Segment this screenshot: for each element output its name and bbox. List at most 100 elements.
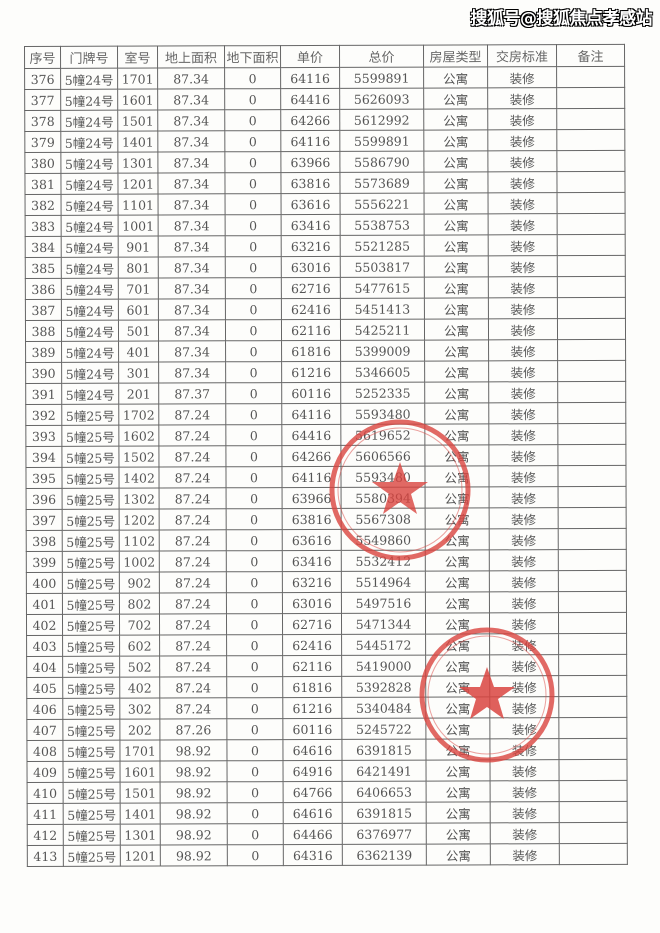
cell-house-type: 公寓 <box>424 402 489 425</box>
cell-seq: 407 <box>26 719 63 741</box>
cell-remarks <box>557 276 626 298</box>
cell-seq: 412 <box>27 824 64 846</box>
cell-seq: 399 <box>26 551 63 573</box>
cell-door-no: 5幢24号 <box>60 173 119 195</box>
cell-room-no: 201 <box>118 383 159 405</box>
table-row: 380 5幢24号 1301 87.34 0 63966 5586790 公寓 装修 <box>24 150 625 174</box>
table-row: 405 5幢25号 402 87.24 0 61816 5392828 公寓 装修 <box>26 675 627 699</box>
cell-above-ground-area: 87.24 <box>159 592 227 615</box>
cell-remarks <box>557 339 626 361</box>
cell-unit-price: 64766 <box>283 781 343 803</box>
cell-remarks <box>557 444 626 466</box>
table-row: 397 5幢25号 1202 87.24 0 63816 5567308 公寓 装修 <box>26 507 627 531</box>
cell-underground-area: 0 <box>226 676 283 698</box>
cell-unit-price: 63016 <box>282 592 342 614</box>
cell-above-ground-area: 98.92 <box>159 760 228 783</box>
cell-seq: 408 <box>26 740 63 762</box>
cell-underground-area: 0 <box>225 403 282 425</box>
cell-above-ground-area: 87.34 <box>158 319 226 342</box>
cell-room-no: 801 <box>118 257 159 279</box>
cell-room-no: 601 <box>118 299 159 321</box>
cell-house-type: 公寓 <box>426 780 491 803</box>
cell-door-no: 5幢24号 <box>61 299 119 321</box>
cell-remarks <box>557 297 626 319</box>
cell-total-price: 5556221 <box>340 193 425 215</box>
cell-total-price: 6376977 <box>342 823 427 845</box>
cell-unit-price: 63216 <box>282 571 342 593</box>
cell-room-no: 1701 <box>119 740 160 762</box>
cell-above-ground-area: 87.24 <box>158 424 226 447</box>
table-row: 413 5幢25号 1201 98.92 0 64316 6362139 公寓 装修 <box>27 843 628 867</box>
cell-house-type: 公寓 <box>426 801 491 824</box>
cell-door-no: 5幢25号 <box>62 488 120 510</box>
cell-delivery-standard: 装修 <box>488 402 558 424</box>
table-row: 383 5幢24号 1001 87.34 0 63416 5538753 公寓 装修 <box>25 213 626 237</box>
cell-house-type: 公寓 <box>425 759 491 782</box>
table-row: 377 5幢24号 1601 87.34 0 64416 5626093 公寓 装修 <box>24 87 625 111</box>
cell-room-no: 401 <box>118 341 159 363</box>
cell-door-no: 5幢25号 <box>62 593 120 615</box>
cell-unit-price: 64116 <box>281 403 341 425</box>
cell-total-price: 5503817 <box>340 256 425 278</box>
cell-door-no: 5幢25号 <box>62 761 121 783</box>
cell-door-no: 5幢24号 <box>61 341 119 363</box>
cell-door-no: 5幢25号 <box>61 467 120 489</box>
cell-above-ground-area: 87.34 <box>157 130 225 153</box>
cell-seq: 413 <box>27 845 64 867</box>
table-row: 376 5幢24号 1701 87.34 0 64116 5599891 公寓 装修 <box>24 66 625 90</box>
cell-house-type: 公寓 <box>424 276 489 299</box>
cell-door-no: 5幢25号 <box>63 824 121 846</box>
cell-unit-price: 62116 <box>282 655 342 677</box>
cell-unit-price: 63616 <box>282 529 342 551</box>
cell-total-price: 5521285 <box>340 235 425 257</box>
cell-room-no: 1402 <box>118 467 160 489</box>
cell-delivery-standard: 装修 <box>487 171 558 193</box>
cell-above-ground-area: 87.24 <box>159 571 227 594</box>
table-row: 378 5幢24号 1501 87.34 0 64266 5612992 公寓 装修 <box>24 108 625 132</box>
cell-total-price: 5514964 <box>341 571 426 593</box>
table-row: 395 5幢25号 1402 87.24 0 64116 5593480 公寓 装修 <box>25 465 627 489</box>
cell-delivery-standard: 装修 <box>488 465 559 487</box>
cell-door-no: 5幢24号 <box>60 110 118 132</box>
cell-above-ground-area: 87.37 <box>158 382 226 405</box>
cell-remarks <box>556 150 625 172</box>
cell-delivery-standard: 装修 <box>489 591 559 613</box>
cell-seq: 385 <box>25 257 62 279</box>
cell-house-type: 公寓 <box>425 486 490 509</box>
cell-total-price: 5399009 <box>340 340 425 362</box>
cell-above-ground-area: 87.24 <box>158 466 227 489</box>
cell-delivery-standard: 装修 <box>488 360 558 382</box>
cell-total-price: 5425211 <box>340 319 425 341</box>
cell-above-ground-area: 98.92 <box>160 844 228 867</box>
cell-total-price: 5599891 <box>339 130 424 152</box>
table-row: 381 5幢24号 1201 87.34 0 63816 5573689 公寓 装修 <box>24 171 626 195</box>
cell-underground-area: 0 <box>225 340 282 362</box>
cell-door-no: 5幢25号 <box>62 614 120 636</box>
cell-house-type: 公寓 <box>424 255 489 278</box>
cell-delivery-standard: 装修 <box>489 528 559 550</box>
cell-room-no: 1202 <box>119 509 160 531</box>
table-row: 398 5幢25号 1102 87.24 0 63616 5549860 公寓 装修 <box>26 528 627 552</box>
cell-door-no: 5幢25号 <box>62 719 120 741</box>
cell-delivery-standard: 装修 <box>489 549 559 571</box>
header-above-ground-area: 地上面积 <box>157 45 225 69</box>
header-total-price: 总价 <box>339 45 424 68</box>
cell-seq: 377 <box>24 89 61 111</box>
cell-remarks <box>558 717 627 739</box>
cell-unit-price: 62416 <box>281 298 341 320</box>
cell-delivery-standard: 装修 <box>487 66 557 88</box>
cell-remarks <box>556 171 626 193</box>
cell-unit-price: 64616 <box>282 739 342 761</box>
header-door-no: 门牌号 <box>60 46 118 69</box>
cell-delivery-standard: 装修 <box>488 318 558 340</box>
cell-above-ground-area: 87.24 <box>159 655 227 678</box>
cell-remarks <box>559 843 628 865</box>
cell-remarks <box>556 66 625 88</box>
cell-total-price: 5593480 <box>340 403 425 425</box>
cell-door-no: 5幢24号 <box>60 131 118 153</box>
cell-house-type: 公寓 <box>425 675 490 698</box>
cell-remarks <box>557 423 626 445</box>
cell-total-price: 6362139 <box>342 844 427 866</box>
cell-seq: 386 <box>25 278 62 300</box>
cell-delivery-standard: 装修 <box>489 507 559 529</box>
